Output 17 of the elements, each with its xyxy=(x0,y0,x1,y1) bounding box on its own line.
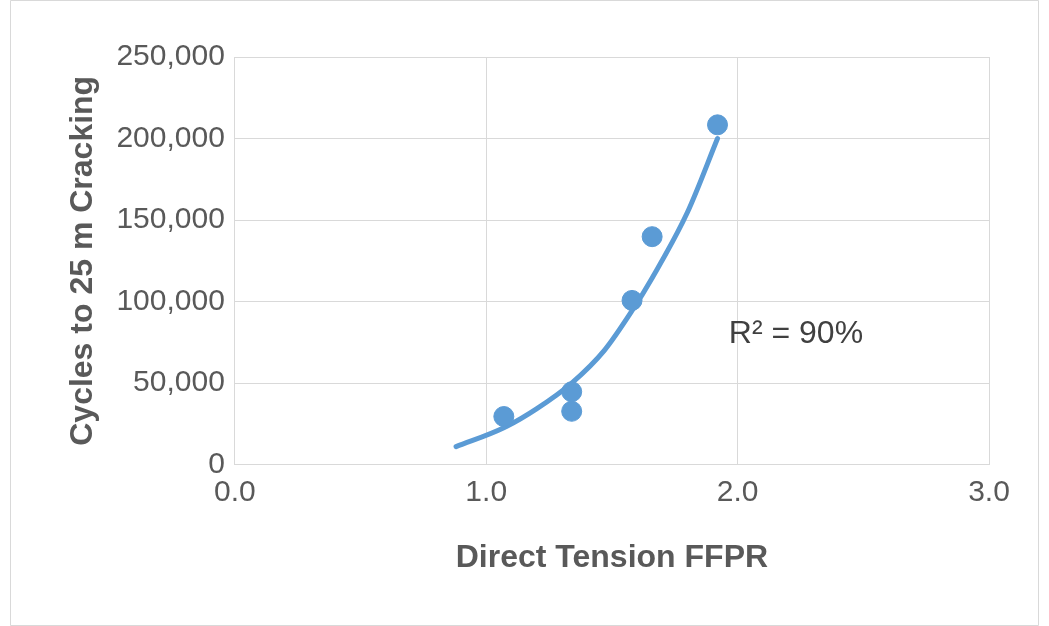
point xyxy=(493,406,515,427)
point xyxy=(707,114,728,136)
y-tick-label: 250,000 xyxy=(116,38,225,72)
annotation: R² = 90% xyxy=(728,314,864,350)
y-axis-title: Cycles to 25 m Cracking xyxy=(63,75,100,446)
y-tick-label: 50,000 xyxy=(133,364,225,398)
y-tick-label: 100,000 xyxy=(116,282,225,316)
point xyxy=(561,381,583,403)
x-axis-title: Direct Tension FFPR xyxy=(455,537,769,574)
point xyxy=(641,226,663,248)
point xyxy=(561,400,583,422)
x-tick-label: 2.0 xyxy=(716,473,759,507)
x-tick-label: 1.0 xyxy=(465,473,508,507)
x-tick-label: 3.0 xyxy=(968,473,1010,507)
y-tick-label: 150,000 xyxy=(116,201,225,235)
point xyxy=(621,289,643,311)
y-tick-label: 200,000 xyxy=(116,119,225,153)
